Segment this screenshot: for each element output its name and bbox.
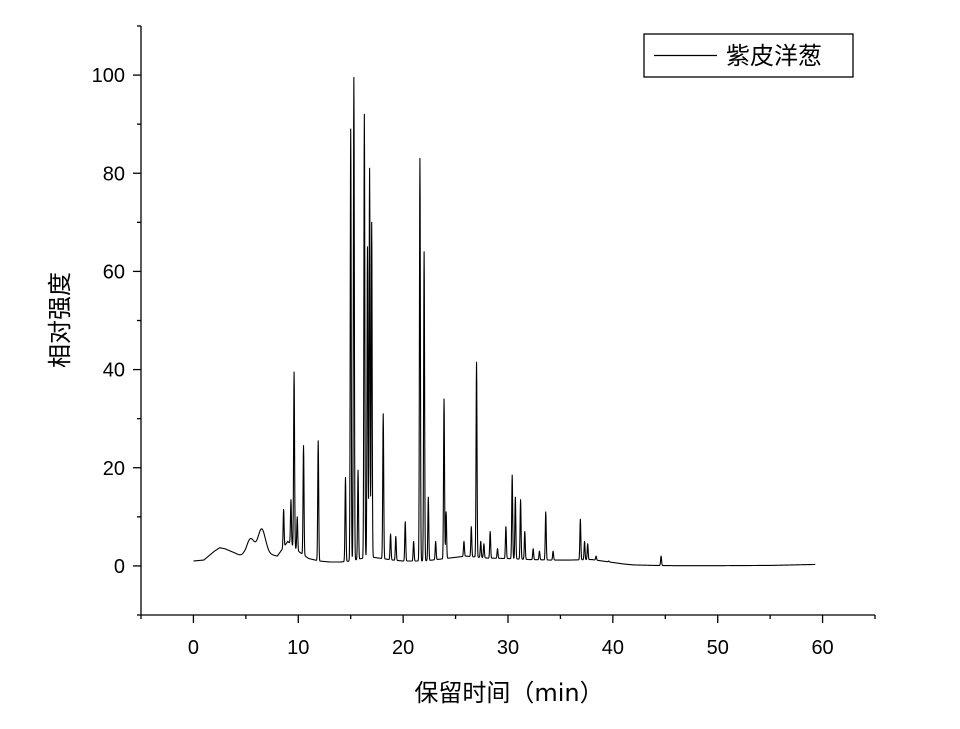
legend: 紫皮洋葱 xyxy=(643,33,854,78)
x-tick-label: 0 xyxy=(188,637,199,659)
x-tick-label: 50 xyxy=(707,637,729,659)
series-line xyxy=(193,76,816,567)
y-tick-label: 60 xyxy=(103,261,125,283)
x-tick-label: 60 xyxy=(811,637,833,659)
legend-label: 紫皮洋葱 xyxy=(726,42,822,70)
x-tick-label: 20 xyxy=(392,637,414,659)
y-tick-label: 20 xyxy=(103,458,125,480)
x-tick-label: 30 xyxy=(497,637,519,659)
series-layer xyxy=(193,76,816,567)
y-tick-label: 80 xyxy=(103,163,125,185)
y-tick-label: 0 xyxy=(114,556,125,578)
y-tick-label: 100 xyxy=(92,65,125,87)
x-tick-label: 10 xyxy=(287,637,309,659)
x-axis: 0 10 20 30 40 50 60 xyxy=(140,615,876,659)
y-axis: 0 20 40 60 80 100 xyxy=(92,25,141,616)
x-tick-label: 40 xyxy=(602,637,624,659)
y-tick-label: 40 xyxy=(103,360,125,382)
x-axis-title: 保留时间（min） xyxy=(414,679,603,707)
plot-frame xyxy=(140,26,875,616)
y-axis-title: 相对强度 xyxy=(46,272,74,368)
